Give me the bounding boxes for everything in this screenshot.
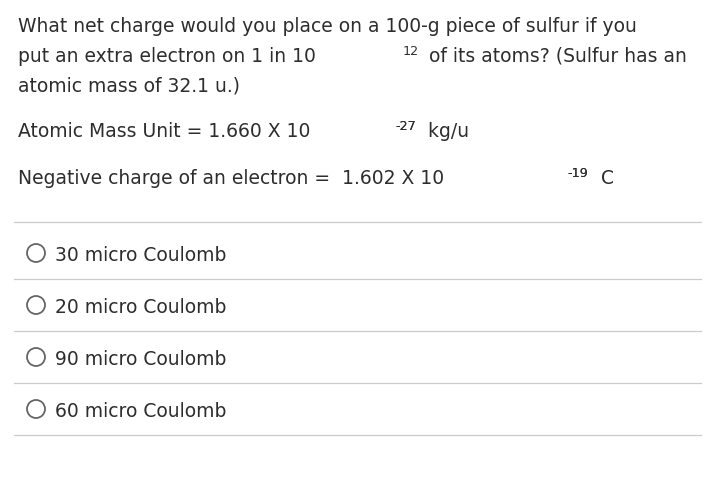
Text: C: C [595,169,613,188]
Text: What net charge would you place on a 100-g piece of sulfur if you: What net charge would you place on a 100… [18,17,637,36]
Text: 20 micro Coulomb: 20 micro Coulomb [55,298,227,317]
Text: -27: -27 [395,120,416,133]
Text: 90 micro Coulomb: 90 micro Coulomb [55,350,227,369]
Text: 60 micro Coulomb: 60 micro Coulomb [55,402,227,421]
Text: atomic mass of 32.1 u.): atomic mass of 32.1 u.) [18,77,240,96]
Text: -27: -27 [395,120,416,133]
Text: Negative charge of an electron =  1.602 X 10: Negative charge of an electron = 1.602 X… [18,169,444,188]
Text: 12: 12 [403,45,418,58]
Text: Atomic Mass Unit = 1.660 X 10: Atomic Mass Unit = 1.660 X 10 [18,122,310,141]
Text: -19: -19 [568,166,588,180]
Text: 30 micro Coulomb: 30 micro Coulomb [55,246,227,265]
Text: of its atoms? (Sulfur has an: of its atoms? (Sulfur has an [423,47,687,66]
Text: put an extra electron on 1 in 10: put an extra electron on 1 in 10 [18,47,316,66]
Text: kg/u: kg/u [422,122,469,141]
Text: -19: -19 [568,166,588,180]
